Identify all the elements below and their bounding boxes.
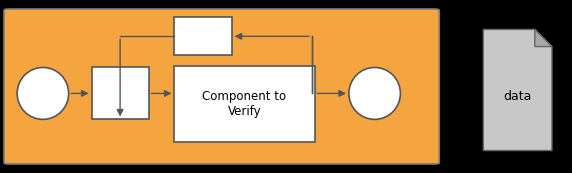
Polygon shape — [535, 29, 552, 47]
Text: Component to
Verify: Component to Verify — [202, 90, 287, 118]
Bar — [174, 66, 315, 142]
Ellipse shape — [17, 67, 69, 119]
Bar — [174, 17, 232, 55]
Ellipse shape — [349, 67, 400, 119]
FancyBboxPatch shape — [4, 9, 439, 164]
Text: data: data — [503, 89, 532, 103]
Bar — [92, 67, 149, 119]
Polygon shape — [483, 29, 552, 151]
